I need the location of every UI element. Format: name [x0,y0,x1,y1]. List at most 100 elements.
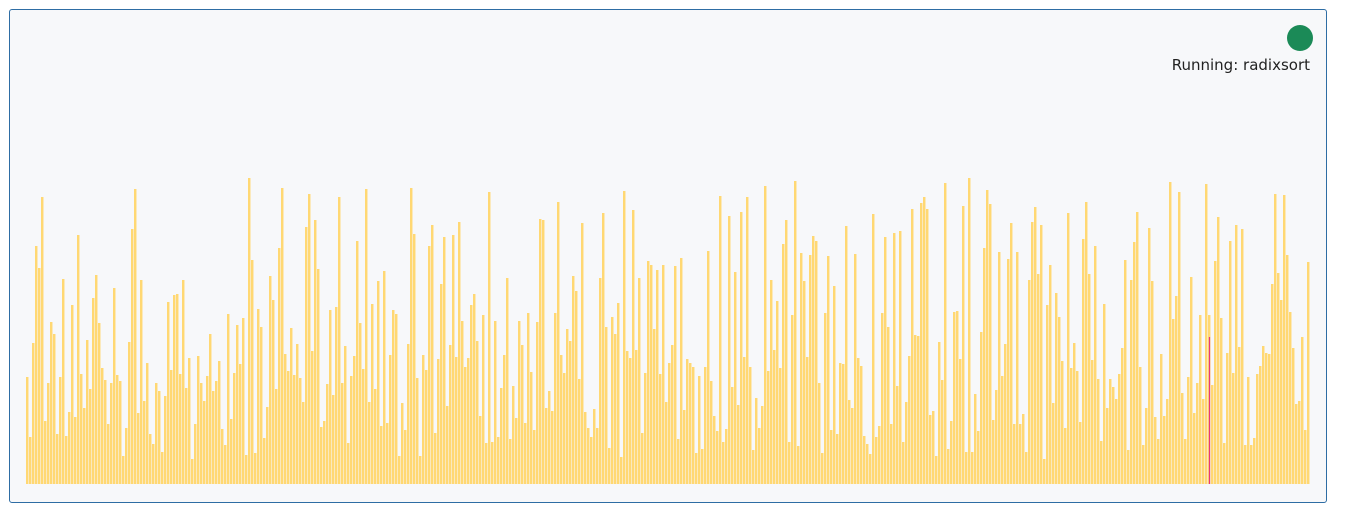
array-bar [1043,459,1046,484]
array-bar [1238,347,1241,484]
array-bar [50,322,53,484]
array-bar [893,233,896,484]
array-bar [422,355,425,484]
array-bar [1226,353,1229,484]
array-bar [239,364,242,484]
array-bar [908,356,911,484]
array-bar [857,358,860,484]
array-bar [632,210,635,484]
array-bar [173,295,176,484]
array-bar [188,358,191,484]
array-bar [1253,438,1256,484]
array-bar [1094,246,1097,484]
array-bar [128,342,131,484]
array-bar [380,426,383,484]
array-bar [428,246,431,484]
array-bar [638,278,641,484]
array-bar [458,222,461,484]
array-bar [167,302,170,484]
array-bar [1292,348,1295,484]
array-bar [800,253,803,484]
array-bar [1022,414,1025,484]
array-bar [365,189,368,484]
array-bar [974,394,977,484]
array-bar [461,321,464,484]
array-bar [446,406,449,484]
array-bar [401,403,404,484]
array-bar [476,341,479,484]
array-bar [989,204,992,484]
array-bar [926,209,929,484]
array-bar [758,428,761,484]
array-bar [1163,416,1166,484]
array-bar [992,420,995,484]
array-bar [839,363,842,484]
array-bar [134,189,137,484]
array-bar [620,457,623,484]
array-bar [104,380,107,484]
array-bar [530,372,533,484]
array-bar [1034,207,1037,484]
array-bar [863,436,866,484]
array-bar [26,377,29,484]
array-bar [272,300,275,484]
array-bar [881,313,884,484]
array-bar [1295,404,1298,484]
array-bar [809,255,812,484]
array-bar [1166,399,1169,484]
array-bar [656,270,659,484]
array-bar [1100,441,1103,484]
array-bar [554,313,557,484]
array-bar [929,415,932,484]
array-bar [1010,223,1013,484]
array-bar [503,355,506,484]
array-bar [737,405,740,484]
array-bar [182,280,185,484]
array-bar [596,428,599,484]
array-bar [1289,312,1292,484]
array-bar [479,416,482,484]
array-bar [419,456,422,484]
array-bar [980,332,983,484]
array-bar [344,346,347,484]
array-bar [833,286,836,484]
array-bar [326,384,329,484]
array-bar [440,284,443,484]
array-bar [206,376,209,484]
array-bar [1082,239,1085,484]
array-bar [1148,228,1151,484]
array-bar [1157,439,1160,484]
array-bar [1280,300,1283,484]
array-bar [383,271,386,484]
array-bar [359,323,362,484]
array-bar [314,220,317,484]
array-bar [152,444,155,484]
array-bar [176,294,179,484]
array-bar [1046,305,1049,484]
array-bar [524,423,527,484]
array-bar [977,431,980,484]
array-bar [905,402,908,484]
array-bar [623,191,626,484]
array-bar [818,383,821,484]
array-bar [1205,184,1208,484]
array-bar [944,183,947,484]
array-bar [1040,225,1043,484]
array-bar [1058,317,1061,484]
array-bar [608,448,611,484]
array-bar [473,294,476,484]
array-bar [1103,304,1106,484]
array-bar [245,455,248,484]
sort-visualizer-panel: Running: radixsort [9,9,1327,503]
array-bar [137,413,140,484]
array-bar [605,327,608,484]
array-bar [1019,424,1022,484]
array-bar [860,366,863,484]
array-bar [1001,376,1004,484]
array-bar [734,272,737,484]
array-bar [248,178,251,484]
array-bar [1256,374,1259,484]
array-bar [1151,281,1154,484]
array-bar [1247,377,1250,484]
array-bar [722,442,725,484]
